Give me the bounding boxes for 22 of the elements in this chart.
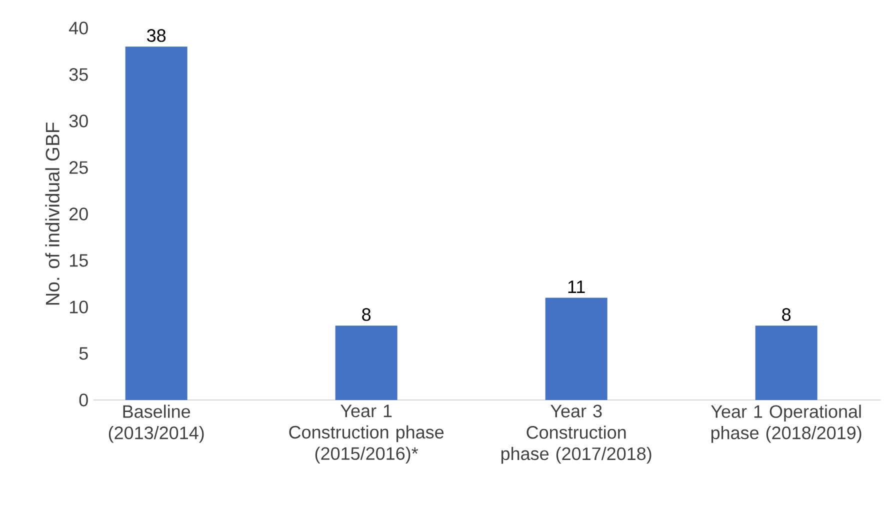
bar <box>545 298 608 400</box>
bar <box>755 326 818 400</box>
bar <box>125 46 188 400</box>
y-axis-title: No. of individual GBF <box>45 122 60 305</box>
x-tick-label: Year 1 Operational phase (2018/2019) <box>711 404 862 443</box>
data-label: 11 <box>568 280 585 293</box>
y-tick-label: 30 <box>69 114 88 128</box>
bar <box>335 326 398 400</box>
x-tick-label: Baseline (2013/2014) <box>108 404 204 443</box>
y-tick-label: 40 <box>69 22 88 34</box>
y-tick-label: 25 <box>70 161 88 174</box>
y-tick-label: 15 <box>70 254 88 267</box>
y-tick-label: 10 <box>70 300 88 314</box>
y-tick-label: 35 <box>69 68 88 81</box>
data-label: 8 <box>362 308 371 321</box>
y-tick-label: 5 <box>79 347 88 360</box>
y-tick-label: 0 <box>79 394 88 406</box>
data-label: 38 <box>147 29 166 42</box>
x-tick-label: Year 1 Construction phase (2015/2016)* <box>289 404 444 464</box>
data-label: 8 <box>782 308 791 321</box>
x-tick-label: Year 3 Construction phase (2017/2018) <box>501 404 652 464</box>
y-tick-label: 20 <box>70 208 88 220</box>
